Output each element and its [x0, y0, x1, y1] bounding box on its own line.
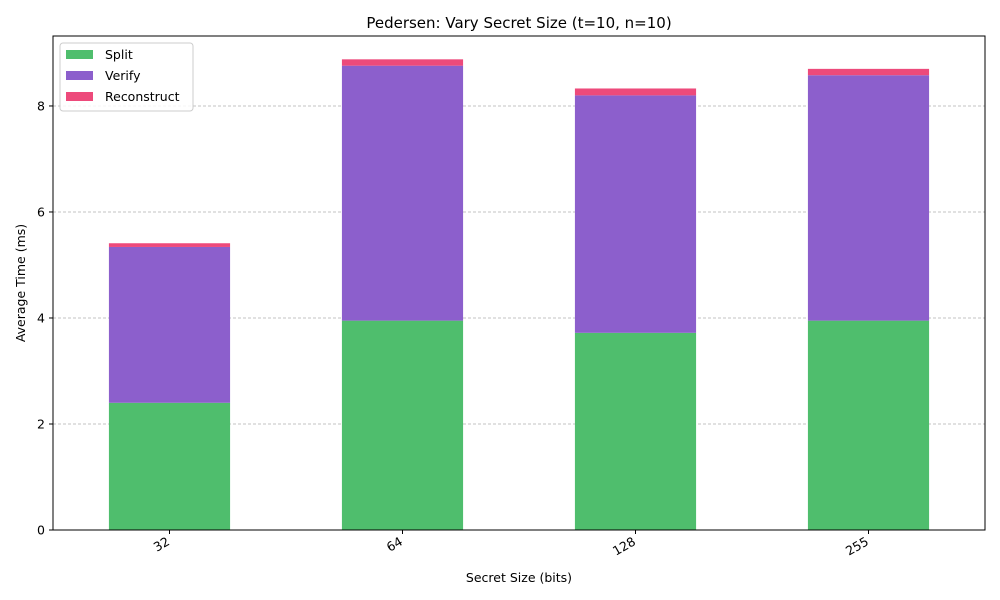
bars-layer [108, 59, 930, 530]
bar-reconstruct-64 [341, 59, 464, 66]
y-axis-ticks: 0 2 4 6 8 [37, 98, 53, 538]
legend-label-verify: Verify [105, 68, 141, 83]
legend-swatch-reconstruct [66, 92, 93, 101]
x-tick-label: 64 [384, 534, 405, 555]
y-tick-label: 6 [37, 204, 45, 219]
bar-split-32 [108, 402, 231, 530]
x-tick-label: 32 [151, 534, 172, 555]
legend-swatch-split [66, 50, 93, 59]
x-tick-label: 255 [843, 534, 871, 559]
y-tick-label: 8 [37, 98, 45, 113]
legend-swatch-verify [66, 71, 93, 80]
legend-box [59, 42, 194, 112]
bar-verify-255 [807, 75, 930, 321]
bar-reconstruct-128 [574, 88, 697, 96]
x-axis-ticks: 32 64 128 255 [151, 530, 871, 559]
legend-label-reconstruct: Reconstruct [105, 89, 180, 104]
bar-verify-128 [574, 95, 697, 333]
x-tick-label: 128 [610, 534, 638, 559]
x-axis-label: Secret Size (bits) [466, 570, 572, 585]
bar-reconstruct-255 [807, 68, 930, 76]
legend: Split Verify Reconstruct [59, 42, 194, 112]
legend-label-split: Split [105, 47, 133, 62]
y-tick-label: 2 [37, 416, 45, 431]
bar-verify-64 [341, 65, 464, 321]
bar-verify-32 [108, 246, 231, 403]
y-tick-label: 4 [37, 310, 45, 325]
chart-title: Pedersen: Vary Secret Size (t=10, n=10) [366, 14, 671, 32]
bar-split-128 [574, 332, 697, 530]
y-axis-label: Average Time (ms) [13, 224, 28, 342]
y-tick-label: 0 [37, 523, 45, 538]
bar-split-64 [341, 320, 464, 530]
bar-split-255 [807, 320, 930, 530]
bar-reconstruct-32 [108, 243, 231, 247]
plot-frame [52, 35, 986, 531]
